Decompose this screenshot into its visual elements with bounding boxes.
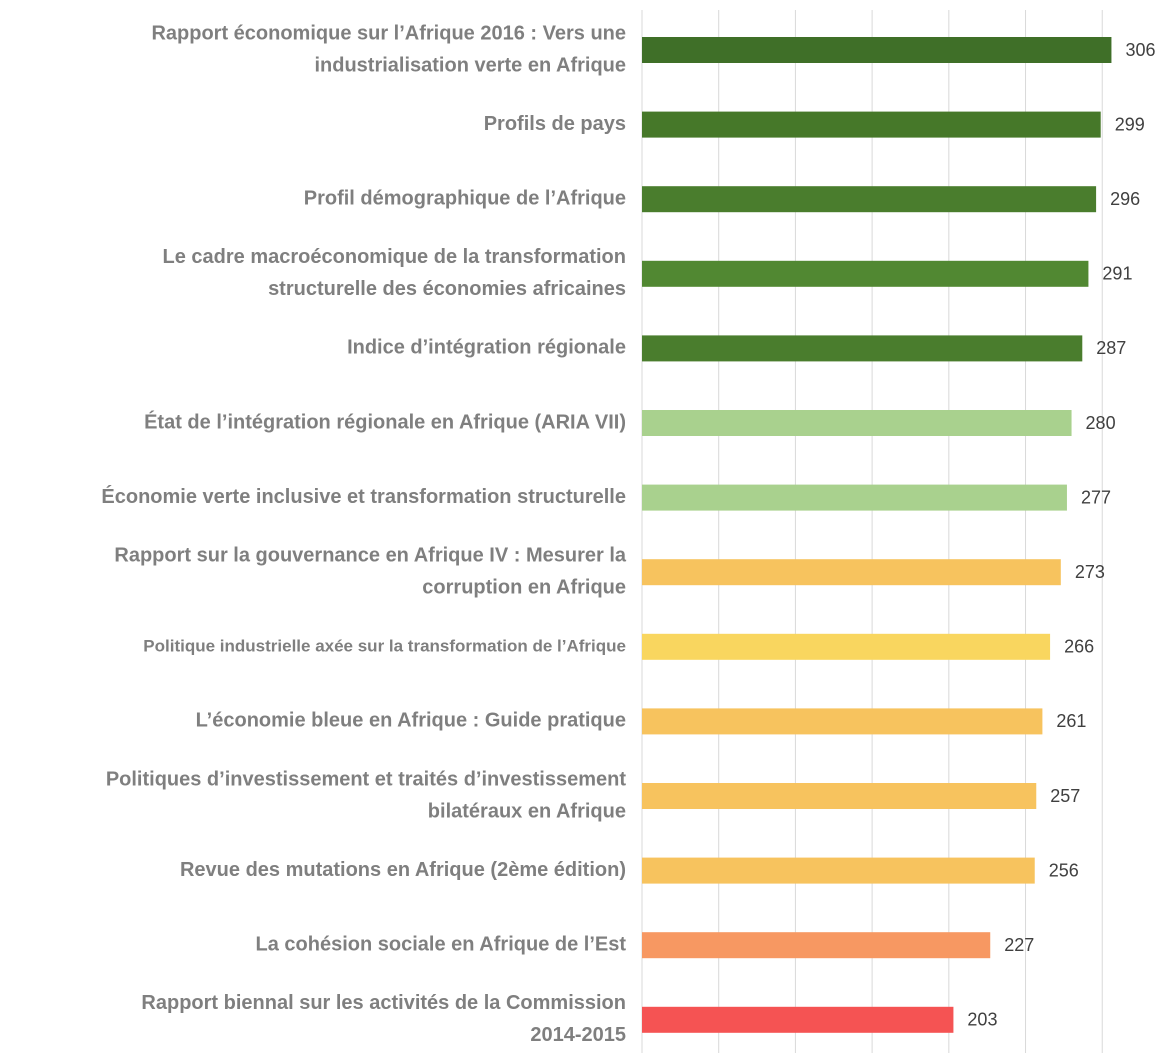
value-label: 299 [1115, 114, 1145, 134]
category-label: Rapport économique sur l’Afrique 2016 : … [151, 22, 626, 44]
category-label: La cohésion sociale en Afrique de l’Est [256, 933, 627, 955]
category-label: corruption en Afrique [422, 576, 626, 598]
bar [642, 335, 1083, 362]
category-label: 2014-2015 [530, 1024, 626, 1046]
bar [642, 260, 1089, 287]
bar [642, 111, 1101, 138]
bar [642, 37, 1112, 63]
value-label: 256 [1049, 860, 1079, 880]
category-label: structurelle des économies africaines [268, 278, 626, 300]
category-label: Profil démographique de l’Afrique [304, 187, 626, 209]
value-label: 291 [1102, 264, 1132, 284]
category-label: Rapport sur la gouvernance en Afrique IV… [114, 544, 626, 566]
value-label: 227 [1004, 935, 1034, 955]
bar [642, 932, 991, 959]
category-label: Économie verte inclusive et transformati… [101, 485, 626, 508]
category-label: L’économie bleue en Afrique : Guide prat… [196, 710, 626, 732]
value-label: 266 [1064, 637, 1094, 657]
bar [642, 708, 1043, 735]
bar [642, 783, 1037, 809]
value-label: 287 [1096, 338, 1126, 358]
value-label: 273 [1075, 562, 1105, 582]
bar [642, 484, 1067, 511]
category-label: Revue des mutations en Afrique (2ème édi… [180, 859, 626, 881]
bar [642, 857, 1035, 884]
category-label: Profils de pays [484, 113, 626, 135]
value-label: 306 [1125, 40, 1155, 60]
category-label: Rapport biennal sur les activités de la … [141, 992, 626, 1014]
value-label: 296 [1110, 189, 1140, 209]
category-label: Le cadre macroéconomique de la transform… [163, 246, 626, 268]
bar [642, 186, 1097, 213]
category-label: bilatéraux en Afrique [428, 800, 626, 822]
bar [642, 410, 1072, 436]
value-label: 257 [1050, 786, 1080, 806]
value-label: 280 [1086, 413, 1116, 433]
bar [642, 559, 1061, 586]
category-label: État de l’intégration régionale en Afriq… [144, 410, 626, 433]
category-label: Politique industrielle axée sur la trans… [143, 636, 626, 655]
value-label: 261 [1056, 711, 1086, 731]
bar [642, 1006, 954, 1033]
category-label: Indice d’intégration régionale [347, 337, 626, 359]
category-label: industrialisation verte en Afrique [314, 54, 626, 76]
value-label: 203 [967, 1010, 997, 1030]
bar [642, 633, 1051, 660]
value-label: 277 [1081, 487, 1111, 507]
category-label: Politiques d’investissement et traités d… [106, 768, 627, 790]
